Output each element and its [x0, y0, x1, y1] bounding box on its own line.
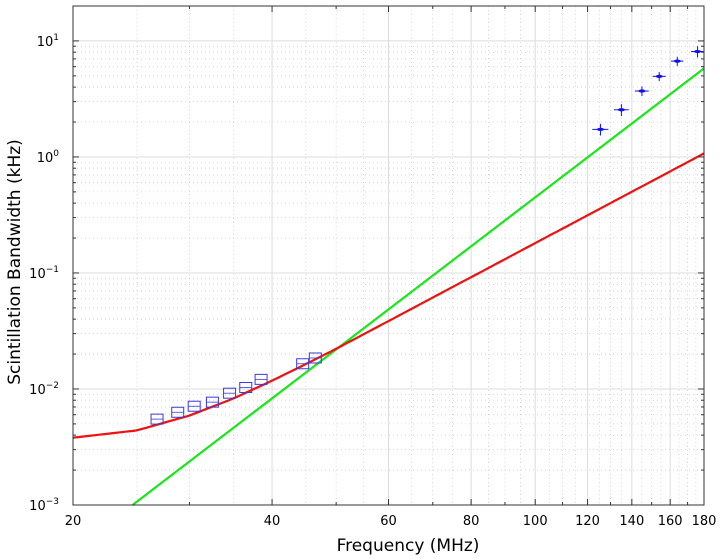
cross-marker-dot [617, 108, 625, 112]
fit-lines [72, 67, 705, 506]
axis-ticks [72, 5, 705, 506]
y-tick-label: 100 [37, 149, 60, 166]
y-axis-label: Scintillation Bandwidth (kHz) [5, 139, 25, 385]
y-tick-label: 10−1 [29, 265, 59, 282]
model-curve [72, 152, 705, 439]
x-tick-label: 80 [463, 514, 480, 529]
x-tick-label: 60 [380, 514, 397, 529]
x-axis-label: Frequency (MHz) [337, 536, 480, 556]
cross-marker-dot [655, 74, 663, 78]
cross-marker-dot [638, 89, 646, 93]
y-tick-label: 101 [37, 33, 59, 50]
x-tick-label: 180 [692, 514, 717, 529]
x-tick-label: 20 [65, 514, 82, 529]
x-tick-label: 140 [619, 514, 644, 529]
power-law-line [131, 67, 705, 506]
x-tick-labels: 20 40 60 80 100 120 140 160 180 [65, 514, 717, 529]
cross-marker-dot [694, 49, 702, 54]
y-tick-label: 10−3 [29, 497, 59, 514]
x-tick-label: 160 [658, 514, 683, 529]
x-tick-label: 120 [575, 514, 600, 529]
x-tick-label: 40 [264, 514, 281, 529]
y-tick-labels: 10−3 10−2 10−1 100 101 [29, 33, 59, 514]
x-tick-label: 100 [523, 514, 548, 529]
grid [73, 5, 704, 505]
cross-marker-dot [596, 127, 604, 131]
cross-marker-dot [673, 59, 681, 63]
y-tick-label: 10−2 [29, 381, 59, 398]
data-points [150, 46, 704, 425]
